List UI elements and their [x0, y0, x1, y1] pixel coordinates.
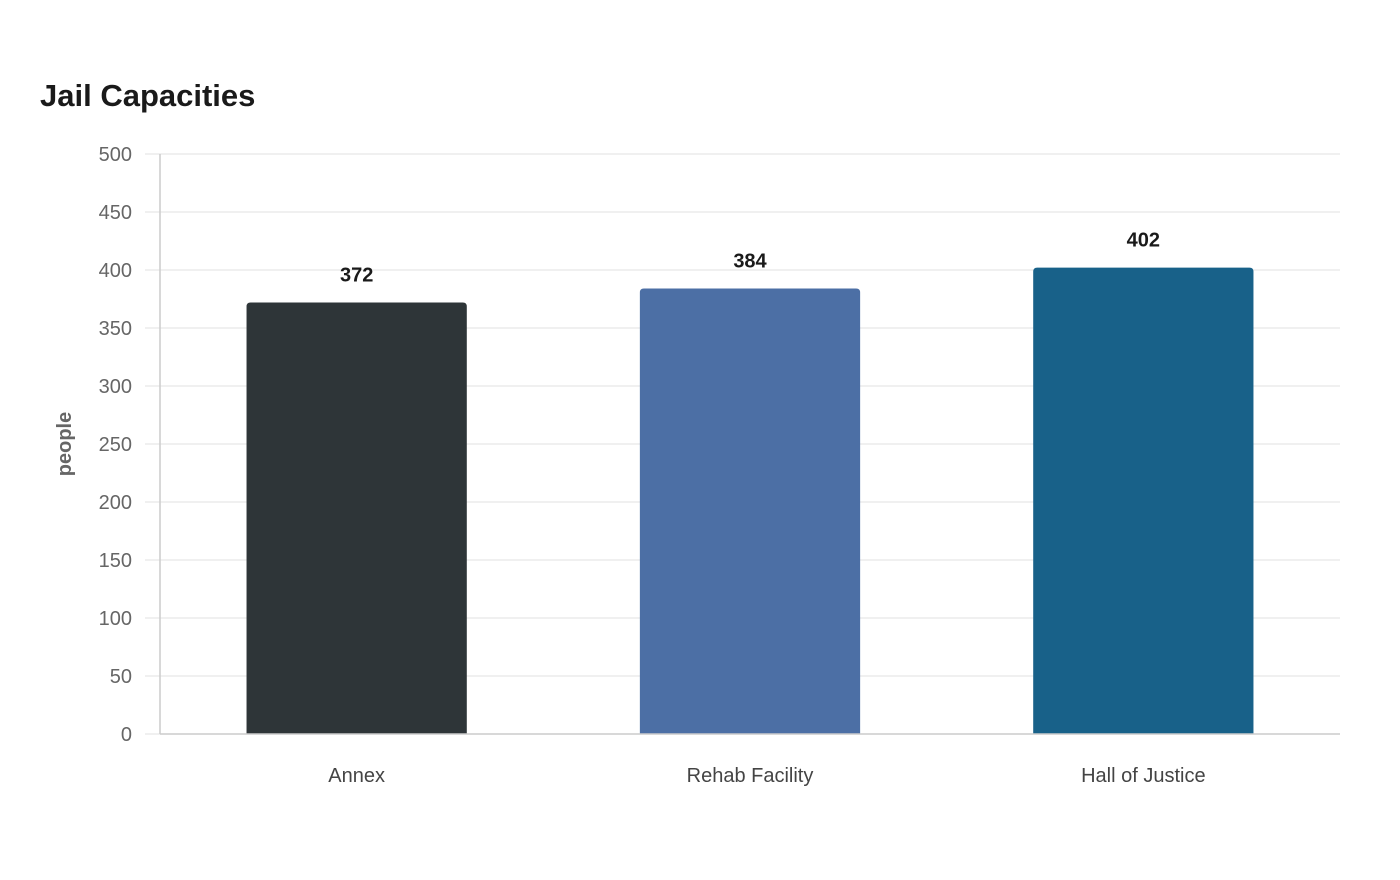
- data-labels: 372 384 402: [340, 230, 1160, 287]
- bar-value-label: 384: [733, 251, 767, 273]
- y-tick-label: 150: [99, 550, 132, 572]
- y-tick-label: 0: [121, 724, 132, 746]
- bars: [246, 267, 1254, 734]
- y-tick-label: 350: [99, 318, 132, 340]
- y-tick-label: 50: [110, 666, 132, 688]
- y-tick-label: 200: [99, 492, 132, 514]
- x-tick-label: Rehab Facility: [687, 765, 814, 787]
- y-tick-label: 300: [99, 376, 132, 398]
- x-axis-ticks: Annex Rehab Facility Hall of Justice: [328, 765, 1205, 787]
- bar: [639, 288, 861, 734]
- bar-value-label: 402: [1127, 230, 1160, 252]
- chart-title: Jail Capacities: [40, 78, 255, 113]
- y-tick-label: 250: [99, 434, 132, 456]
- y-axis-label: people: [54, 412, 76, 476]
- x-tick-label: Annex: [328, 765, 385, 787]
- y-tick-label: 450: [99, 202, 132, 224]
- y-tick-label: 100: [99, 608, 132, 630]
- bar: [246, 302, 467, 734]
- bar: [1033, 267, 1254, 734]
- bar-value-label: 372: [340, 264, 373, 286]
- x-tick-label: Hall of Justice: [1081, 765, 1206, 787]
- y-tick-label: 500: [99, 144, 132, 166]
- y-tick-label: 400: [99, 260, 132, 282]
- y-axis-ticks: 0 50 100 150 200 250 300 350 400 450 500: [99, 144, 132, 746]
